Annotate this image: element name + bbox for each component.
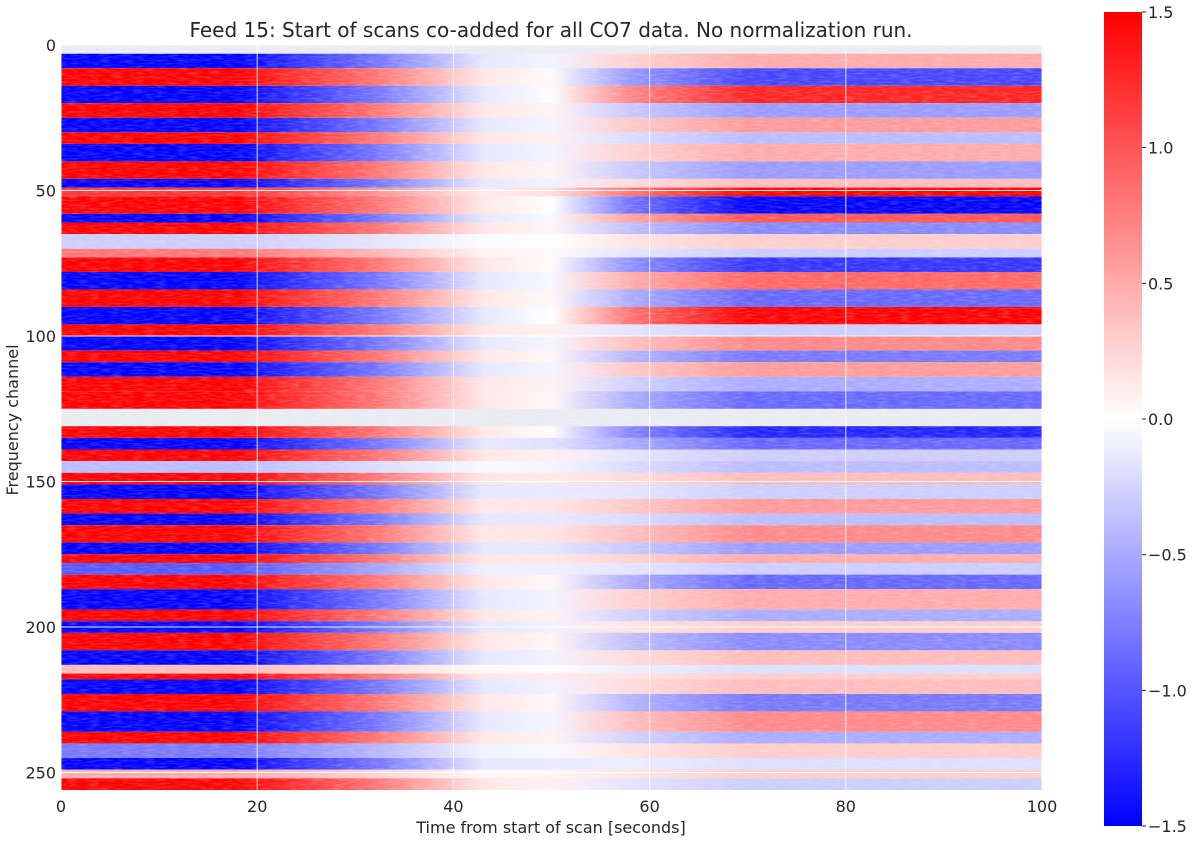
heatmap-texture (61, 45, 1042, 790)
x-tick-label: 60 (639, 797, 659, 816)
colorbar-tick-label: −1.5 (1148, 817, 1187, 836)
y-tick-label: 250 (25, 764, 56, 783)
y-tick-label: 50 (36, 182, 56, 201)
x-tick-label: 80 (836, 797, 856, 816)
colorbar-tick-label: 0.0 (1148, 410, 1173, 429)
colorbar-tick-label: −1.0 (1148, 681, 1187, 700)
chart-title: Feed 15: Start of scans co-added for all… (189, 18, 912, 42)
y-tick-label: 100 (25, 327, 56, 346)
y-tick-label: 150 (25, 473, 56, 492)
colorbar-tick-label: −0.5 (1148, 546, 1187, 565)
x-tick-label: 100 (1027, 797, 1058, 816)
x-tick-label: 40 (443, 797, 463, 816)
x-tick-label: 0 (56, 797, 66, 816)
y-tick-label: 200 (25, 618, 56, 637)
colorbar-ticks: 1.5 1.0 0.5 0.0 −0.5 −1.0 −1.5 (1142, 3, 1187, 836)
x-axis-label: Time from start of scan [seconds] (415, 818, 685, 837)
grid-lines (60, 44, 1043, 790)
colorbar-tick-label: 1.5 (1148, 3, 1173, 22)
colorbar (1104, 12, 1142, 826)
x-axis-ticks: 0 20 40 60 80 100 (56, 797, 1057, 816)
y-axis-ticks: 0 50 100 150 200 250 (25, 36, 56, 783)
y-tick-label: 0 (46, 36, 56, 55)
x-tick-label: 20 (247, 797, 267, 816)
colorbar-tick-label: 1.0 (1148, 139, 1173, 158)
colorbar-tick-label: 0.5 (1148, 274, 1173, 293)
y-axis-label: Frequency channel (3, 344, 22, 495)
